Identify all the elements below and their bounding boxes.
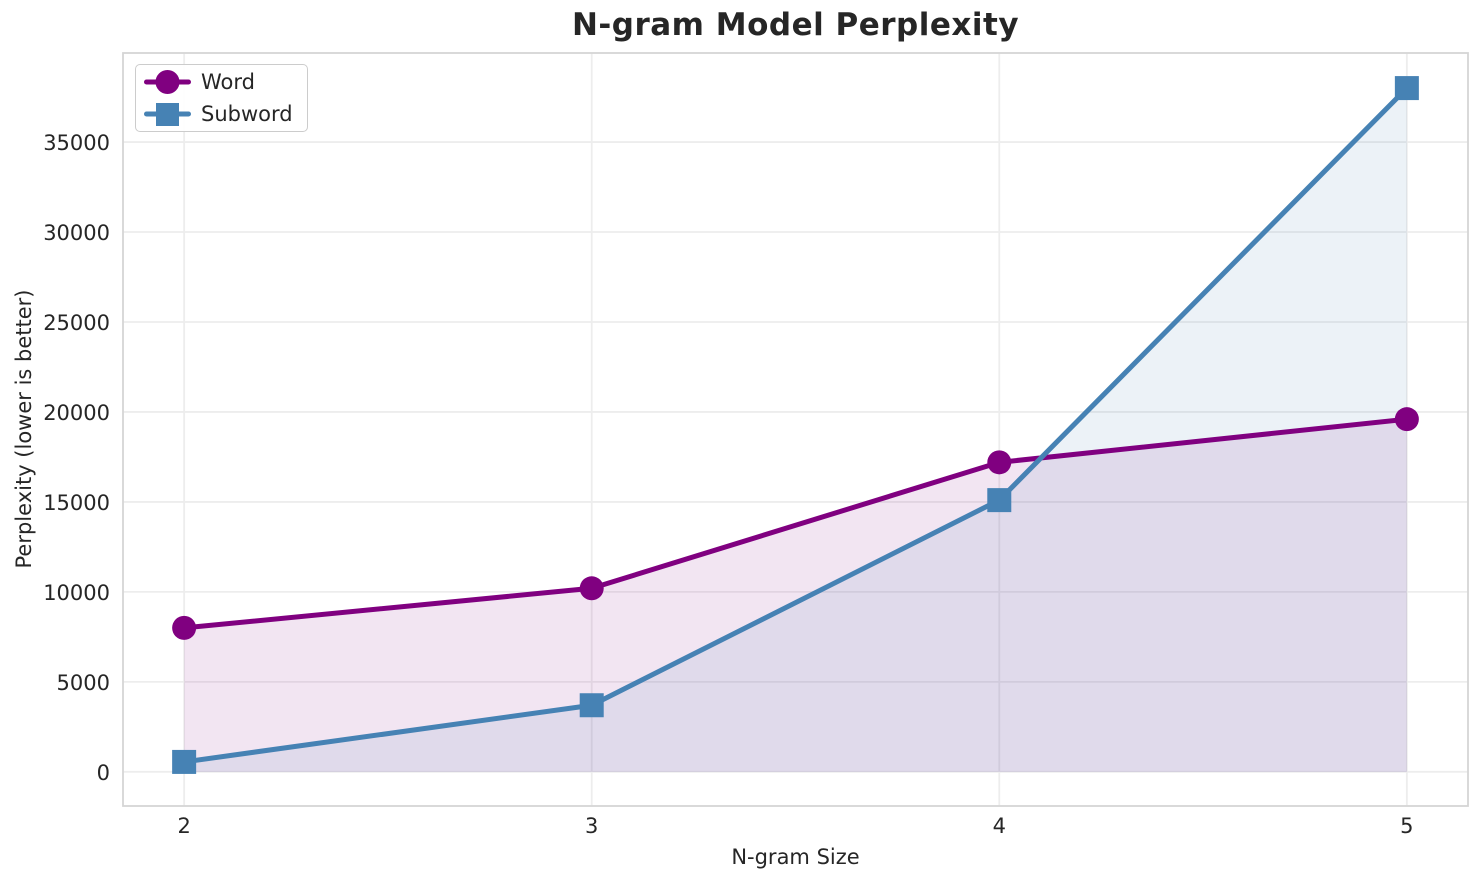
legend: Word Subword [135,64,308,132]
legend-label-word: Word [201,69,255,94]
legend-label-subword: Subword [201,101,293,126]
x-axis-label: N-gram Size [731,845,860,869]
subword-area [184,88,1407,772]
x-tick-label: 2 [177,814,190,838]
y-tick-label: 5000 [57,671,110,695]
word-marker [172,615,197,640]
y-tick-label: 15000 [43,491,110,515]
word-marker [1394,407,1419,432]
subword-line-square-marker-icon [144,103,191,126]
y-tick-label: 25000 [43,311,110,335]
chart-title: N-gram Model Perplexity [571,7,1020,43]
word-line-circle-marker-icon [144,70,191,94]
subword-marker [1394,76,1419,101]
y-axis-label: Perplexity (lower is better) [12,289,36,569]
y-tick-label: 35000 [43,131,110,155]
subword-marker [579,693,604,718]
subword-legend-marker [156,103,179,126]
word-area [184,419,1407,772]
y-tick-label: 20000 [43,401,110,425]
x-tick-label: 3 [585,814,598,838]
legend-item-word: Word [144,66,293,98]
y-tick-label: 30000 [43,221,110,245]
word-marker [579,576,604,601]
x-tick-label: 4 [993,814,1006,838]
word-legend-marker [155,70,180,94]
y-tick-label: 10000 [43,581,110,605]
word-marker [987,450,1012,475]
subword-line [181,85,1410,765]
legend-item-subword: Subword [144,98,293,130]
x-tick-label: 5 [1400,814,1413,838]
subword-marker [987,488,1012,513]
y-tick-label: 0 [97,761,110,785]
word-line [181,416,1410,631]
subword-marker [172,749,197,774]
plot-border [122,52,1469,807]
